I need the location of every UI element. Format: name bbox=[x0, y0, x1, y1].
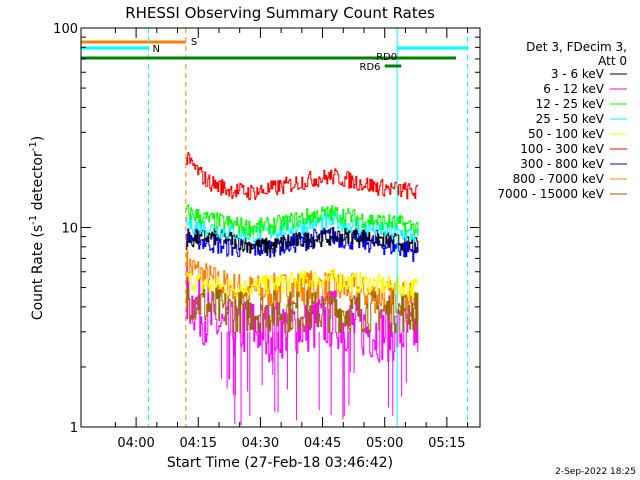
x-axis-label: Start Time (27-Feb-18 03:46:42) bbox=[167, 455, 393, 471]
x-tick-label: 05:15 bbox=[428, 436, 465, 451]
y-axis-label-sup: -1 bbox=[28, 215, 39, 225]
x-tick-label: 04:00 bbox=[117, 436, 154, 451]
legend-label: 25 - 50 keV bbox=[536, 112, 605, 126]
legend-label: 100 - 300 keV bbox=[520, 142, 604, 156]
rd0-flag-label: RD0 bbox=[376, 52, 397, 63]
legend-label: 7000 - 15000 keV bbox=[497, 187, 604, 201]
series-line-6-12-kev bbox=[185, 267, 419, 363]
saa-flag-label: S bbox=[191, 37, 197, 48]
x-tick-label: 05:00 bbox=[366, 436, 403, 451]
y-axis-label-mid: detector bbox=[30, 151, 46, 215]
series-line-100-300-kev bbox=[185, 152, 419, 201]
night-flag-label: N bbox=[153, 44, 160, 55]
x-tick-labels: 04:00 04:15 04:30 04:45 05:00 05:15 bbox=[117, 436, 465, 451]
x-tick-label: 04:15 bbox=[180, 436, 217, 451]
legend-label: 6 - 12 keV bbox=[543, 82, 605, 96]
y-axis-label-sup2: -1 bbox=[28, 141, 39, 151]
plot-area bbox=[80, 28, 469, 427]
y-tick-label: 1 bbox=[70, 421, 78, 436]
legend-label: 12 - 25 keV bbox=[536, 97, 605, 111]
chart-title: RHESSI Observing Summary Count Rates bbox=[125, 4, 435, 22]
series-line-3-6-kev bbox=[185, 227, 419, 254]
x-tick-label: 04:45 bbox=[304, 436, 341, 451]
y-tick-label: 10 bbox=[61, 222, 78, 237]
rd6-flag-label: RD6 bbox=[360, 62, 381, 73]
legend-header-line2: Att 0 bbox=[598, 54, 627, 68]
plot-frame bbox=[80, 27, 481, 428]
y-axis-label-main: Count Rate (s bbox=[30, 225, 46, 320]
y-axis-label-end: ) bbox=[30, 136, 46, 141]
series-line-12-25-kev bbox=[185, 204, 419, 237]
legend-label: 3 - 6 keV bbox=[551, 67, 605, 81]
legend-label: 300 - 800 keV bbox=[520, 157, 604, 171]
legend-label: 50 - 100 keV bbox=[528, 127, 605, 141]
series-line-800-7000-kev bbox=[185, 250, 419, 318]
y-tick-label: 100 bbox=[53, 22, 78, 37]
series-line-300-800-kev bbox=[185, 227, 419, 262]
series-line-7000-15000-kev bbox=[185, 281, 419, 334]
legend-header-line1: Det 3, FDecim 3, bbox=[526, 40, 627, 54]
y-tick-labels: 1 10 100 bbox=[53, 22, 78, 436]
footer-timestamp: 2-Sep-2022 18:25 bbox=[555, 467, 636, 477]
legend-label: 800 - 7000 keV bbox=[513, 172, 605, 186]
y-axis-label: Count Rate (s-1 detector-1) bbox=[28, 136, 46, 320]
x-tick-label: 04:30 bbox=[242, 436, 279, 451]
series-line-25-50-kev bbox=[185, 212, 419, 243]
